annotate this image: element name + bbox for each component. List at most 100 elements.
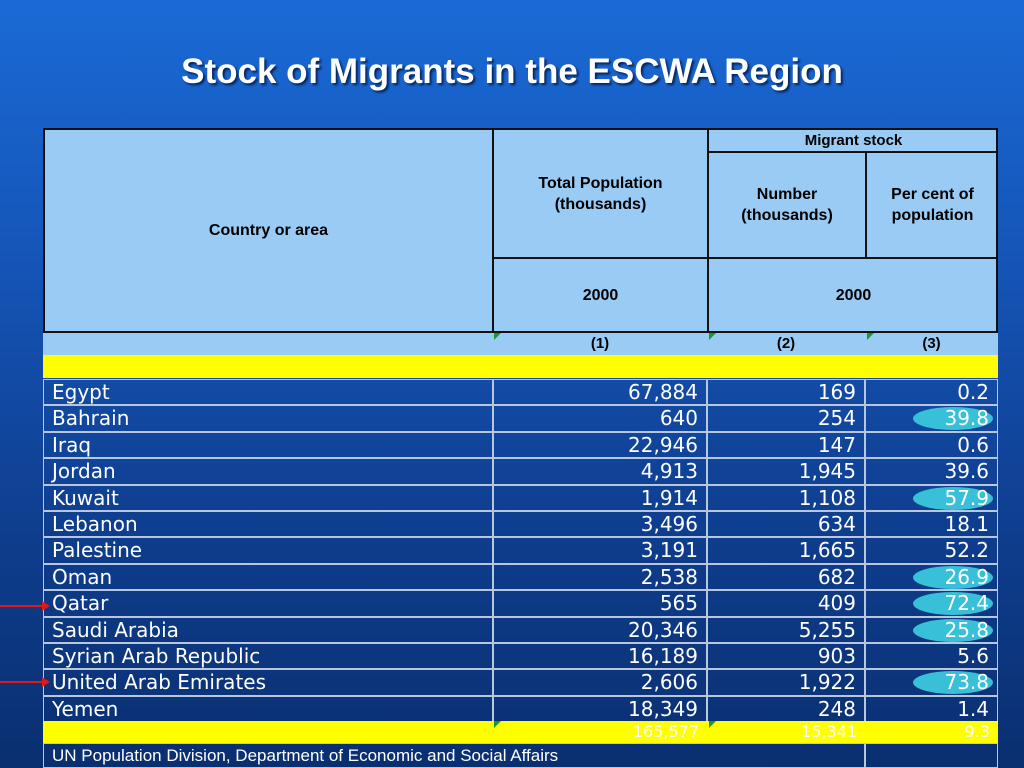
- country-cell: United Arab Emirates: [43, 669, 493, 696]
- green-marker-icon: [494, 721, 501, 728]
- highlight-oval-icon: [913, 618, 993, 642]
- totals-row: 165,577 15,341 9.3: [43, 721, 998, 743]
- highlight-oval-icon: [913, 565, 993, 589]
- country-cell: Bahrain: [43, 405, 493, 432]
- green-marker-icon: [867, 333, 874, 340]
- number-cell: 634: [707, 510, 865, 538]
- population-cell: 16,189: [493, 642, 707, 670]
- highlight-oval-icon: [913, 671, 993, 695]
- number-cell: 5,255: [707, 616, 865, 643]
- column-number-2: (2): [776, 335, 796, 352]
- population-cell: 2,606: [493, 669, 707, 696]
- table-row: Qatar 565 409 72.4: [43, 590, 998, 617]
- total-population: 165,577: [632, 722, 699, 741]
- percent-cell: 39.6: [865, 458, 998, 485]
- header-total-population: Total Population (thousands): [494, 130, 709, 259]
- percent-cell: 26.9: [865, 563, 998, 591]
- yellow-separator: [43, 355, 998, 378]
- column-number-row: (1) (2) (3): [43, 333, 998, 355]
- population-cell: 4,913: [493, 458, 707, 485]
- table-row: Jordan 4,913 1,945 39.6: [43, 458, 998, 485]
- percent-cell: 39.8: [865, 405, 998, 432]
- slide-title: Stock of Migrants in the ESCWA Region: [181, 52, 843, 91]
- percent-cell: 0.6: [865, 431, 998, 459]
- header-country: Country or area: [45, 130, 494, 331]
- population-cell: 3,496: [493, 510, 707, 538]
- number-cell: 169: [707, 379, 865, 406]
- number-cell: 903: [707, 642, 865, 670]
- country-cell: Lebanon: [43, 510, 493, 538]
- table-row: Bahrain 640 254 39.8: [43, 405, 998, 432]
- number-cell: 1,665: [707, 537, 865, 564]
- table-row: Yemen 18,349 248 1.4: [43, 695, 998, 723]
- country-cell: Iraq: [43, 431, 493, 459]
- arrow-qatar-icon: [0, 601, 50, 611]
- source-empty-cell: [865, 743, 998, 768]
- number-cell: 682: [707, 563, 865, 591]
- table-row: Egypt 67,884 169 0.2: [43, 379, 998, 406]
- population-cell: 20,346: [493, 616, 707, 643]
- green-marker-icon: [709, 333, 716, 340]
- green-marker-icon: [709, 721, 716, 728]
- data-rows: Egypt 67,884 169 0.2 Bahrain 640 254 39.8 Iraq 22…: [43, 379, 998, 723]
- green-marker-icon: [494, 333, 501, 340]
- number-cell: 254: [707, 405, 865, 432]
- highlight-oval-icon: [913, 592, 993, 616]
- table-row: Kuwait 1,914 1,108 57.9: [43, 484, 998, 511]
- number-cell: 1,922: [707, 669, 865, 696]
- number-cell: 248: [707, 695, 865, 723]
- table-header: Country or area Total Population (thousa…: [43, 128, 998, 333]
- number-cell: 1,945: [707, 458, 865, 485]
- percent-cell: 18.1: [865, 510, 998, 538]
- header-number: Number (thousands): [709, 153, 867, 259]
- country-cell: Palestine: [43, 537, 493, 564]
- source-text: UN Population Division, Department of Ec…: [43, 743, 865, 768]
- population-cell: 67,884: [493, 379, 707, 406]
- arrow-uae-icon: [0, 677, 50, 687]
- column-number-1: (1): [590, 335, 610, 352]
- total-number: 15,341: [801, 722, 857, 741]
- country-cell: Qatar: [43, 590, 493, 617]
- population-cell: 18,349: [493, 695, 707, 723]
- table-row: Lebanon 3,496 634 18.1: [43, 510, 998, 538]
- population-cell: 1,914: [493, 484, 707, 511]
- percent-cell: 57.9: [865, 484, 998, 511]
- highlight-oval-icon: [913, 407, 993, 431]
- percent-cell: 73.8: [865, 669, 998, 696]
- table-row: United Arab Emirates 2,606 1,922 73.8: [43, 669, 998, 696]
- source-row: UN Population Division, Department of Ec…: [43, 743, 998, 768]
- percent-cell: 1.4: [865, 695, 998, 723]
- header-year-total: 2000: [494, 259, 709, 331]
- table-row: Syrian Arab Republic 16,189 903 5.6: [43, 642, 998, 670]
- table-row: Palestine 3,191 1,665 52.2: [43, 537, 998, 564]
- header-year-migrant: 2000: [835, 286, 872, 304]
- percent-cell: 25.8: [865, 616, 998, 643]
- country-cell: Yemen: [43, 695, 493, 723]
- country-cell: Saudi Arabia: [43, 616, 493, 643]
- percent-cell: 72.4: [865, 590, 998, 617]
- percent-cell: 0.2: [865, 379, 998, 406]
- population-cell: 565: [493, 590, 707, 617]
- population-cell: 2,538: [493, 563, 707, 591]
- country-cell: Syrian Arab Republic: [43, 642, 493, 670]
- table-row: Saudi Arabia 20,346 5,255 25.8: [43, 616, 998, 643]
- number-cell: 1,108: [707, 484, 865, 511]
- number-cell: 409: [707, 590, 865, 617]
- highlight-oval-icon: [913, 486, 993, 510]
- country-cell: Jordan: [43, 458, 493, 485]
- total-percent: 9.3: [964, 722, 990, 741]
- population-cell: 640: [493, 405, 707, 432]
- country-cell: Kuwait: [43, 484, 493, 511]
- percent-cell: 52.2: [865, 537, 998, 564]
- country-cell: Egypt: [43, 379, 493, 406]
- table-row: Oman 2,538 682 26.9: [43, 563, 998, 591]
- header-migrant-stock: Migrant stock: [709, 130, 998, 153]
- number-cell: 147: [707, 431, 865, 459]
- population-cell: 22,946: [493, 431, 707, 459]
- column-number-3: (3): [922, 335, 941, 352]
- country-cell: Oman: [43, 563, 493, 591]
- table-row: Iraq 22,946 147 0.6: [43, 431, 998, 459]
- header-percent: Per cent of population: [867, 153, 998, 259]
- percent-cell: 5.6: [865, 642, 998, 670]
- population-cell: 3,191: [493, 537, 707, 564]
